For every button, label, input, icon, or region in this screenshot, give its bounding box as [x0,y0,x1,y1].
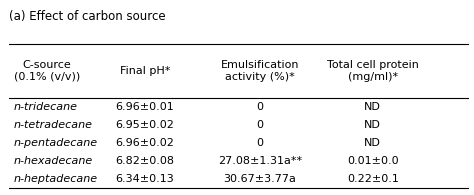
Text: (a) Effect of carbon source: (a) Effect of carbon source [9,10,166,23]
Text: Total cell protein
(mg/ml)*: Total cell protein (mg/ml)* [327,60,419,82]
Text: ND: ND [364,102,381,112]
Text: ND: ND [364,120,381,130]
Text: 6.82±0.08: 6.82±0.08 [116,156,174,166]
Text: 6.95±0.02: 6.95±0.02 [116,120,174,130]
Text: 6.34±0.13: 6.34±0.13 [116,174,174,184]
Text: 0: 0 [256,120,264,130]
Text: 6.96±0.02: 6.96±0.02 [116,138,174,148]
Text: n-tridecane: n-tridecane [14,102,78,112]
Text: n-pentadecane: n-pentadecane [14,138,98,148]
Text: 0.01±0.0: 0.01±0.0 [347,156,399,166]
Text: 30.67±3.77a: 30.67±3.77a [224,174,297,184]
Text: 6.96±0.01: 6.96±0.01 [116,102,174,112]
Text: 0: 0 [256,138,264,148]
Text: Final pH*: Final pH* [120,66,170,76]
Text: n-heptadecane: n-heptadecane [14,174,98,184]
Text: 27.08±1.31a**: 27.08±1.31a** [218,156,302,166]
Text: 0.22±0.1: 0.22±0.1 [347,174,399,184]
Text: n-hexadecane: n-hexadecane [14,156,93,166]
Text: 0: 0 [256,102,264,112]
Text: ND: ND [364,138,381,148]
Text: Emulsification
activity (%)*: Emulsification activity (%)* [221,60,299,82]
Text: C-source
(0.1% (v/v)): C-source (0.1% (v/v)) [14,60,80,82]
Text: n-tetradecane: n-tetradecane [14,120,93,130]
